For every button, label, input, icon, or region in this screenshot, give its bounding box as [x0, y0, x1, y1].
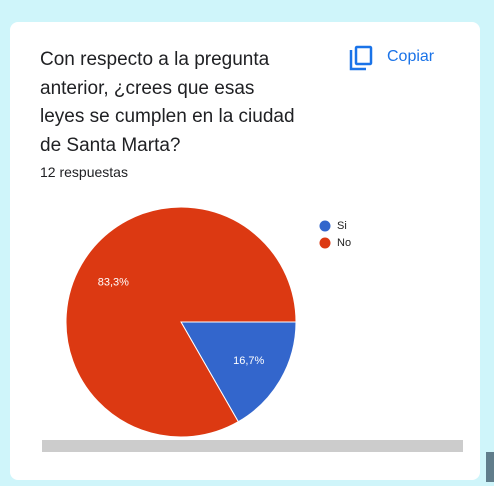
legend-marker — [319, 237, 331, 249]
data-label: 16,7% — [233, 355, 264, 367]
legend-label: No — [337, 237, 351, 249]
pie-slice — [65, 206, 297, 438]
copy-button[interactable]: Copiar — [387, 48, 435, 65]
edge — [486, 452, 494, 482]
scrollbar — [42, 440, 463, 452]
legend-label: Si — [337, 220, 347, 232]
subtitle: 12 respuestas — [40, 164, 128, 180]
copy-icon[interactable] — [349, 45, 373, 71]
data-label: 83,3% — [98, 277, 129, 289]
chart-title: Con respecto a la pregunta anterior, ¿cr… — [40, 49, 295, 156]
pie-slice — [180, 321, 297, 423]
legend-marker — [319, 220, 331, 232]
